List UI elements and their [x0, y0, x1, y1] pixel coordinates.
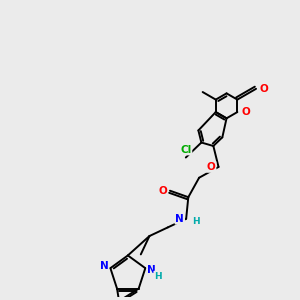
Text: N: N	[147, 265, 156, 275]
Text: Cl: Cl	[180, 145, 191, 154]
Text: N: N	[176, 214, 184, 224]
Text: O: O	[260, 84, 269, 94]
Text: O: O	[207, 162, 216, 172]
Text: H: H	[192, 217, 200, 226]
Text: O: O	[241, 107, 250, 117]
Text: O: O	[158, 186, 167, 196]
Text: N: N	[100, 261, 108, 271]
Text: H: H	[154, 272, 162, 280]
